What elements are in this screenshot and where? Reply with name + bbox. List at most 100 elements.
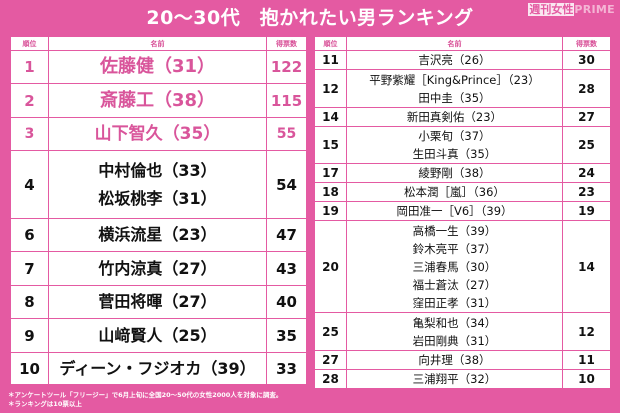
votes-cell: 10: [562, 369, 611, 389]
person-name: 亀梨和也（34）: [412, 315, 497, 330]
person-name: 田中圭（35）: [418, 90, 491, 105]
person-name: 鈴木亮平（37）: [412, 241, 497, 256]
votes-cell: 11: [562, 350, 611, 370]
name-cell: 菅田将暉（27）: [48, 285, 267, 319]
person-name: 三浦春馬（30）: [412, 259, 497, 274]
votes-cell: 115: [266, 83, 307, 118]
header-votes: 得票数: [266, 36, 307, 51]
person-name: 中村倫也（33）: [98, 160, 217, 180]
rank-cell: 2: [10, 83, 49, 118]
name-cell: 向井理（38）: [346, 350, 563, 370]
table-row: 12 平野紫耀［King&Prince］（23） 田中圭（35） 28: [314, 69, 611, 108]
name-cell: 小栗旬（37） 生田斗真（35）: [346, 126, 563, 164]
table-row: 28 三浦翔平（32） 10: [314, 369, 611, 389]
name-cell: 新田真剣佑（23）: [346, 107, 563, 127]
person-name: 三浦翔平（32）: [412, 372, 497, 386]
footnotes: ＊アンケートツール「フリージー」で6月上旬に全国20〜50代の女性2000人を対…: [8, 391, 282, 409]
name-cell: 平野紫耀［King&Prince］（23） 田中圭（35）: [346, 69, 563, 108]
name-cell: ディーン・フジオカ（39）: [48, 352, 267, 385]
person-name: 岡田准一［V6］（39）: [396, 204, 513, 218]
person-name: 新田真剣佑（23）: [406, 110, 503, 124]
table-row: 9 山﨑賢人（25） 35: [10, 318, 307, 353]
name-cell: 松本潤［嵐］（36）: [346, 182, 563, 202]
table-row: 17 綾野剛（38） 24: [314, 163, 611, 183]
person-name: 岩田剛典（31）: [412, 333, 497, 348]
votes-cell: 55: [266, 117, 307, 151]
header-rank: 順位: [10, 36, 49, 51]
votes-cell: 19: [562, 201, 611, 221]
person-name: 横浜流星（23）: [98, 225, 217, 244]
table-row: 1 佐藤健（31） 122: [10, 50, 307, 84]
rank-cell: 27: [314, 350, 347, 370]
name-cell: 横浜流星（23）: [48, 218, 267, 252]
votes-cell: 35: [266, 318, 307, 353]
rank-cell: 19: [314, 201, 347, 221]
votes-cell: 33: [266, 352, 307, 385]
person-name: 松本潤［嵐］（36）: [404, 185, 505, 199]
person-name: 吉沢亮（26）: [418, 53, 491, 67]
votes-cell: 47: [266, 218, 307, 252]
table-row: 11 吉沢亮（26） 30: [314, 50, 611, 70]
table-row: 20 高橋一生（39） 鈴木亮平（37） 三浦春馬（30） 福士蒼汰（27） 窪田正孝（3…: [314, 220, 611, 313]
votes-cell: 14: [562, 220, 611, 313]
rank-cell: 20: [314, 220, 347, 313]
table-row: 18 松本潤［嵐］（36） 23: [314, 182, 611, 202]
table-row: 8 菅田将暉（27） 40: [10, 285, 307, 319]
person-name: 高橋一生（39）: [412, 223, 497, 238]
table-row: 25 亀梨和也（34） 岩田剛典（31） 12: [314, 312, 611, 351]
name-cell: 綾野剛（38）: [346, 163, 563, 183]
person-name: 生田斗真（35）: [412, 147, 497, 161]
header-name: 名前: [346, 36, 563, 51]
person-name: 綾野剛（38）: [418, 166, 491, 180]
votes-cell: 27: [562, 107, 611, 127]
votes-cell: 43: [266, 251, 307, 286]
table-row: 3 山下智久（35） 55: [10, 117, 307, 151]
name-cell: 竹内涼真（27）: [48, 251, 267, 286]
name-cell: 亀梨和也（34） 岩田剛典（31）: [346, 312, 563, 351]
name-cell: 佐藤健（31）: [48, 50, 267, 84]
table-row: 14 新田真剣佑（23） 27: [314, 107, 611, 127]
person-name: 佐藤健（31）: [99, 56, 216, 77]
person-name: 向井理（38）: [418, 353, 491, 367]
votes-cell: 25: [562, 126, 611, 164]
name-cell: 山﨑賢人（25）: [48, 318, 267, 353]
person-name: 山下智久（35）: [94, 124, 221, 144]
logo-en: PRIME: [574, 3, 615, 16]
person-name: 山﨑賢人（25）: [98, 325, 217, 345]
name-cell: 山下智久（35）: [48, 117, 267, 151]
rank-cell: 6: [10, 218, 49, 252]
rank-cell: 3: [10, 117, 49, 151]
table-row: 2 斎藤工（38） 115: [10, 83, 307, 118]
person-name: 窪田正孝（31）: [412, 295, 497, 310]
rank-cell: 25: [314, 312, 347, 351]
footnote: ＊ランキングは10票以上: [8, 400, 82, 408]
rank-cell: 18: [314, 182, 347, 202]
rank-cell: 12: [314, 69, 347, 108]
table-row: 6 横浜流星（23） 47: [10, 218, 307, 252]
person-name: 斎藤工（38）: [99, 89, 216, 111]
header-rank: 順位: [314, 36, 347, 51]
person-name: 竹内涼真（27）: [98, 258, 217, 278]
name-cell: 岡田准一［V6］（39）: [346, 201, 563, 221]
table-row: 7 竹内涼真（27） 43: [10, 251, 307, 286]
person-name: 菅田将暉（27）: [98, 292, 217, 311]
votes-cell: 122: [266, 50, 307, 84]
header-votes: 得票数: [562, 36, 611, 51]
votes-cell: 40: [266, 285, 307, 319]
table-row: 15 小栗旬（37） 生田斗真（35） 25: [314, 126, 611, 164]
person-name: 松坂桃李（31）: [98, 188, 217, 208]
table-row: 27 向井理（38） 11: [314, 350, 611, 370]
rank-cell: 4: [10, 150, 49, 219]
rank-cell: 7: [10, 251, 49, 286]
table-header: 順位 名前 得票数: [314, 36, 611, 51]
ranking-table-left: 順位 名前 得票数 1 佐藤健（31） 122 2 斎藤工（38） 115 3 山下智久（35…: [10, 36, 307, 385]
rank-cell: 11: [314, 50, 347, 70]
name-cell: 吉沢亮（26）: [346, 50, 563, 70]
votes-cell: 23: [562, 182, 611, 202]
rank-cell: 10: [10, 352, 49, 385]
rank-cell: 15: [314, 126, 347, 164]
rank-cell: 28: [314, 369, 347, 389]
table-header: 順位 名前 得票数: [10, 36, 307, 51]
rank-cell: 17: [314, 163, 347, 183]
logo-jp: 週刊女性: [528, 3, 575, 16]
